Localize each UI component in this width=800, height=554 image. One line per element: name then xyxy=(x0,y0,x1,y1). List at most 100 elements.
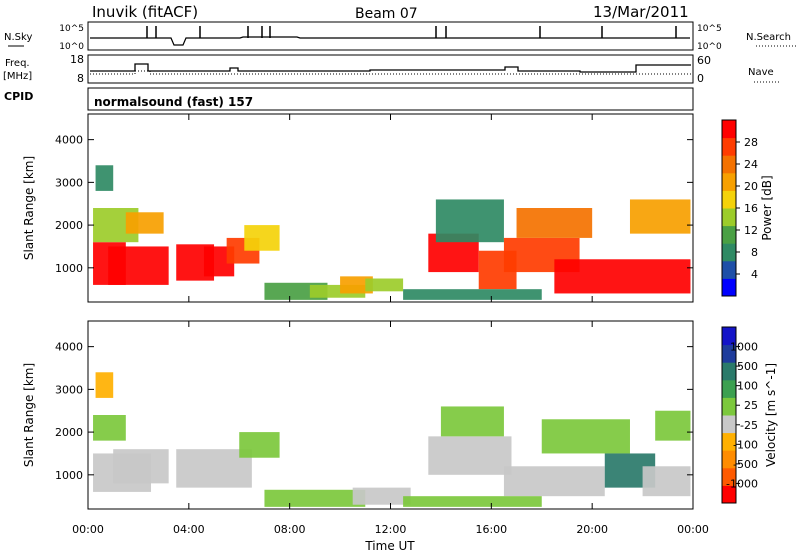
power-patch-12 xyxy=(365,278,404,292)
cpid-panel-frame xyxy=(87,87,694,111)
x-tick-label-0: 00:00 xyxy=(72,523,104,536)
colorbar-swatch-1 xyxy=(722,467,736,486)
velocity-patch-14 xyxy=(655,410,691,441)
nsky-tick-bottom: 10^0 xyxy=(59,42,84,52)
power-patch-14 xyxy=(435,199,504,243)
station-title: Inuvik (fitACF) xyxy=(92,3,198,21)
velocity-patch-9 xyxy=(440,406,504,437)
velocity-patch-10 xyxy=(503,466,605,497)
colorbar-tick-label-2: 12 xyxy=(744,224,758,237)
time-x-axis: 00:00 04:00 08:00 12:00 16:00 20:00 00:00 xyxy=(72,114,709,536)
nsky-series-line xyxy=(90,36,690,46)
date-title: 13/Mar/2011 xyxy=(593,3,689,21)
velocity-ylabel: Slant Range [km] xyxy=(22,363,36,467)
colorbar-tick-label-6: -500 xyxy=(733,458,758,471)
nave-series-line xyxy=(90,70,691,75)
power-patch-8 xyxy=(95,165,114,191)
x-tick-label-4: 16:00 xyxy=(475,523,507,536)
colorbar-swatch-1 xyxy=(722,260,736,279)
nave-tick-top: 60 xyxy=(697,54,711,67)
nsky-spikes xyxy=(146,26,677,38)
freq-series-line xyxy=(90,63,691,73)
colorbar-tick-label-1: 8 xyxy=(751,246,758,259)
colorbar-swatch-4 xyxy=(722,415,736,434)
velocity-colorbar: 1000 500 100 25 -25 -100 -500 -1000 xyxy=(721,326,758,504)
freq-tick-top: 18 xyxy=(70,53,84,66)
colorbar-tick-label-2: 100 xyxy=(737,380,758,393)
nsky-tick-top: 10^5 xyxy=(59,24,84,34)
colorbar-swatch-9 xyxy=(722,327,736,346)
x-tick-label-2: 08:00 xyxy=(274,523,306,536)
colorbar-swatch-8 xyxy=(722,137,736,156)
colorbar-tick-label-5: 24 xyxy=(744,158,758,171)
nsearch-tick-top: 10^5 xyxy=(697,24,722,34)
velocity-patch-1 xyxy=(113,449,169,484)
y-tick-label-3: 4000 xyxy=(55,134,83,147)
velocity-patch-13 xyxy=(642,466,691,497)
x-tick-label-3: 12:00 xyxy=(375,523,407,536)
freq-unit: [MHz] xyxy=(3,71,32,82)
velocity-patch-4 xyxy=(93,415,126,441)
power-y-axis: 1000 2000 3000 4000 xyxy=(55,134,693,275)
colorbar-swatch-5 xyxy=(722,397,736,416)
velocity-patch-6 xyxy=(264,489,366,507)
power-ylabel: Slant Range [km] xyxy=(22,156,36,260)
y-tick-label-2: 3000 xyxy=(55,176,83,189)
y-tick-label-3: 4000 xyxy=(55,341,83,354)
colorbar-swatch-3 xyxy=(722,225,736,244)
colorbar-tick-label-4: 20 xyxy=(744,180,758,193)
colorbar-tick-label-3: 16 xyxy=(744,202,758,215)
nsky-label: N.Sky xyxy=(4,32,32,43)
nave-label: Nave xyxy=(748,67,774,78)
velocity-patch-8 xyxy=(428,436,512,475)
y-tick-label-1: 2000 xyxy=(55,219,83,232)
colorbar-swatch-8 xyxy=(722,344,736,363)
nave-tick-bottom: 0 xyxy=(697,72,704,85)
colorbar-tick-label-6: 28 xyxy=(744,136,758,149)
power-patch-20 xyxy=(403,289,542,300)
power-patch-18 xyxy=(554,259,691,294)
colorbar-swatch-2 xyxy=(722,450,736,469)
power-patch-5 xyxy=(244,225,280,251)
colorbar-tick-label-0: 1000 xyxy=(730,341,758,354)
colorbar-swatch-3 xyxy=(722,432,736,451)
colorbar-swatch-0 xyxy=(722,485,736,504)
power-patch-11 xyxy=(340,276,373,294)
velocity-colorbar-label: Velocity [m s^-1] xyxy=(764,363,778,467)
nsearch-label: N.Search xyxy=(746,32,791,43)
y-tick-label-2: 3000 xyxy=(55,383,83,396)
colorbar-swatch-7 xyxy=(722,362,736,381)
colorbar-swatch-9 xyxy=(722,120,736,139)
cpid-value: normalsound (fast) 157 xyxy=(94,95,253,109)
colorbar-swatch-5 xyxy=(722,190,736,209)
power-patch-19 xyxy=(629,199,691,234)
colorbar-tick-label-7: -1000 xyxy=(726,477,758,490)
y-tick-label-0: 1000 xyxy=(55,469,83,482)
power-patch-1 xyxy=(108,246,169,285)
x-tick-label-5: 20:00 xyxy=(576,523,608,536)
y-tick-label-1: 2000 xyxy=(55,426,83,439)
power-patch-17 xyxy=(516,208,593,238)
freq-label: Freq. xyxy=(5,58,30,69)
velocity-heatmap xyxy=(93,372,691,507)
nsearch-tick-bottom: 10^0 xyxy=(697,42,722,52)
velocity-y-axis: 1000 2000 3000 4000 xyxy=(55,341,693,482)
x-axis-label: Time UT xyxy=(364,539,415,553)
freq-tick-bottom: 8 xyxy=(77,72,84,85)
velocity-patch-5 xyxy=(95,372,114,398)
colorbar-tick-label-5: -100 xyxy=(733,438,758,451)
velocity-patch-7 xyxy=(352,487,411,505)
cpid-label: CPID xyxy=(4,90,33,103)
colorbar-tick-label-3: 25 xyxy=(744,399,758,412)
x-tick-label-1: 04:00 xyxy=(173,523,205,536)
colorbar-swatch-6 xyxy=(722,172,736,191)
power-colorbar-label: Power [dB] xyxy=(760,175,774,240)
colorbar-swatch-4 xyxy=(722,208,736,227)
colorbar-tick-label-4: -25 xyxy=(740,419,758,432)
colorbar-tick-label-0: 4 xyxy=(751,268,758,281)
velocity-patch-15 xyxy=(403,496,542,507)
nsky-panel-frame xyxy=(87,21,694,51)
freq-panel-frame xyxy=(87,54,694,84)
colorbar-swatch-6 xyxy=(722,379,736,398)
y-tick-label-0: 1000 xyxy=(55,262,83,275)
